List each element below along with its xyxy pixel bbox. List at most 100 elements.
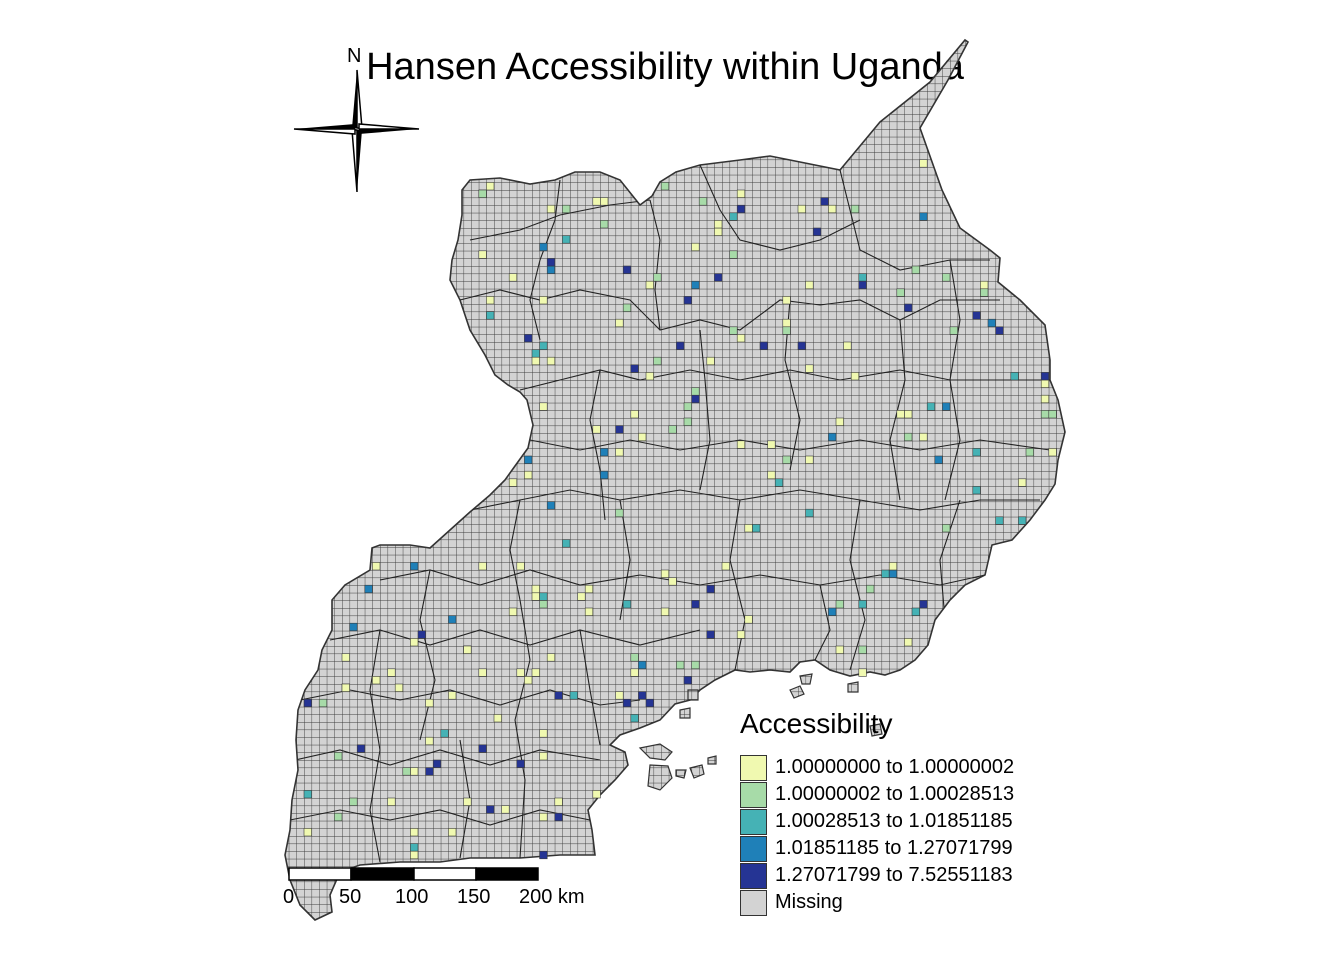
accessibility-cell	[805, 455, 814, 464]
accessibility-cell	[425, 736, 434, 746]
accessibility-cell	[942, 402, 951, 411]
accessibility-cell	[562, 539, 571, 548]
accessibility-cell	[531, 349, 540, 358]
accessibility-cell	[744, 615, 753, 624]
accessibility-cell	[645, 698, 654, 708]
accessibility-cell	[653, 273, 662, 282]
accessibility-cell	[592, 425, 601, 434]
accessibility-cell	[645, 280, 654, 290]
scale-tick-50: 50	[339, 886, 361, 908]
scale-bar-icon: 0 50 100 150 200 km	[283, 867, 585, 908]
accessibility-cell	[486, 182, 495, 191]
legend-label: 1.00028513 to 1.01851185	[775, 810, 1013, 832]
north-arrow-icon: N	[293, 45, 420, 193]
legend-swatch	[740, 889, 767, 916]
accessibility-cell	[1048, 410, 1057, 419]
accessibility-cell	[736, 189, 746, 198]
accessibility-cell	[410, 562, 419, 571]
lake-islands	[638, 673, 883, 791]
accessibility-cell	[516, 668, 525, 677]
accessibility-cell	[341, 653, 350, 662]
accessibility-cell	[364, 584, 373, 594]
accessibility-cell	[691, 660, 700, 670]
accessibility-cell	[676, 660, 685, 670]
accessibility-cell	[904, 303, 913, 312]
accessibility-cell	[858, 273, 867, 282]
accessibility-cell	[1040, 372, 1050, 381]
accessibility-cells	[303, 159, 1057, 860]
accessibility-cell	[972, 486, 981, 495]
accessibility-cell	[805, 280, 814, 290]
accessibility-cell	[410, 767, 419, 776]
accessibility-cell	[372, 562, 381, 571]
accessibility-cell	[676, 341, 685, 350]
accessibility-cell	[736, 630, 746, 639]
accessibility-cell	[600, 470, 609, 480]
accessibility-cell	[448, 828, 457, 837]
accessibility-cell	[1010, 372, 1019, 381]
accessibility-cell	[881, 569, 890, 578]
accessibility-cell	[980, 280, 989, 290]
accessibility-cell	[539, 341, 548, 350]
legend-label: 1.27071799 to 7.52551183	[775, 864, 1013, 886]
map-title: Hansen Accessibility within Uganda	[366, 46, 964, 88]
accessibility-cell	[394, 683, 404, 692]
accessibility-cell	[546, 204, 556, 214]
accessibility-cell	[592, 197, 601, 206]
district-boundaries	[289, 164, 1051, 863]
accessibility-cell	[554, 691, 563, 700]
accessibility-cell	[1025, 448, 1034, 457]
accessibility-cell	[911, 265, 920, 274]
accessibility-cell	[432, 759, 442, 768]
accessibility-cell	[835, 417, 844, 426]
accessibility-cell	[736, 204, 746, 214]
legend-item: 1.00028513 to 1.01851185	[740, 808, 1014, 835]
scale-tick-150: 150	[457, 886, 490, 908]
accessibility-cell	[759, 341, 768, 350]
accessibility-cell	[334, 752, 343, 761]
accessibility-cell	[440, 729, 449, 738]
legend-label: 1.00000002 to 1.00028513	[775, 783, 1015, 805]
accessibility-cell	[1040, 379, 1050, 388]
accessibility-cell	[774, 478, 784, 487]
accessibility-cell	[1048, 448, 1057, 457]
accessibility-cell	[539, 592, 548, 601]
accessibility-cell	[349, 797, 358, 806]
accessibility-cell	[653, 356, 662, 366]
accessibility-cell	[303, 698, 312, 708]
accessibility-cell	[668, 425, 677, 434]
accessibility-cell	[478, 250, 487, 259]
accessibility-cell	[995, 326, 1004, 335]
accessibility-cell	[516, 759, 525, 768]
accessibility-cell	[486, 311, 495, 320]
accessibility-cell	[584, 584, 594, 594]
accessibility-cell	[683, 296, 692, 305]
legend-swatch	[740, 835, 767, 862]
accessibility-cell	[858, 668, 867, 677]
accessibility-cell	[911, 607, 920, 616]
accessibility-cell	[683, 676, 692, 685]
accessibility-cell	[600, 197, 609, 206]
accessibility-cell	[478, 189, 487, 198]
accessibility-cell	[721, 562, 730, 571]
accessibility-cell	[463, 645, 472, 654]
accessibility-cell	[919, 432, 928, 442]
accessibility-cell	[554, 812, 563, 822]
accessibility-cell	[622, 698, 632, 708]
accessibility-cell	[356, 744, 366, 753]
accessibility-cell	[630, 364, 639, 373]
accessibility-cell	[858, 645, 867, 654]
legend-item: 1.00000000 to 1.00000002	[740, 754, 1014, 781]
accessibility-cell	[448, 691, 457, 700]
accessibility-cell	[987, 318, 996, 328]
legend-item: 1.00000002 to 1.00028513	[740, 781, 1014, 808]
accessibility-cell	[949, 326, 958, 335]
accessibility-cell	[387, 797, 396, 806]
accessibility-cell	[828, 607, 837, 616]
legend-label: 1.01851185 to 1.27071799	[775, 837, 1013, 859]
accessibility-cell	[888, 562, 898, 571]
accessibility-cell	[805, 364, 814, 373]
legend-label: 1.00000000 to 1.00000002	[775, 756, 1015, 778]
accessibility-cell	[995, 516, 1004, 525]
accessibility-cell	[706, 584, 715, 594]
